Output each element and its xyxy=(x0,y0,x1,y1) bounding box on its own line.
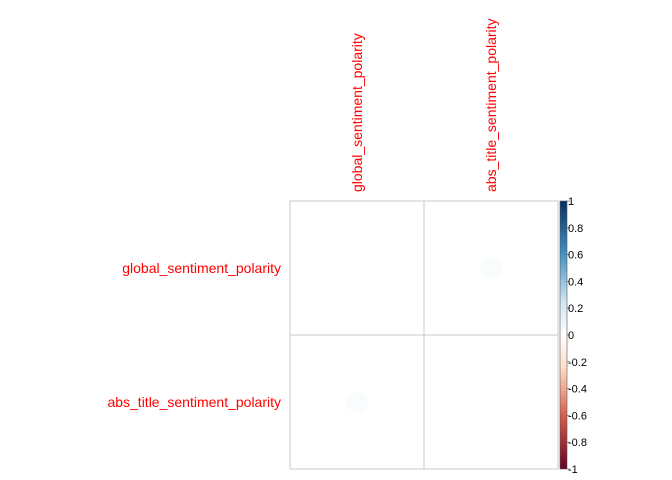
matrix-cell-0-0 xyxy=(289,200,425,336)
colorbar-gradient xyxy=(559,200,568,470)
colorbar-tick-label-5: 0 xyxy=(568,330,574,342)
colorbar-tick-label-0: 1 xyxy=(568,196,574,208)
colorbar-tick-label-4: 0.2 xyxy=(568,303,583,315)
colorbar-tick-label-3: 0.4 xyxy=(568,276,583,288)
correlation-circle-1-0 xyxy=(345,390,369,414)
correlation-circles xyxy=(345,256,503,414)
column-label-1: abs_title_sentiment_polarity xyxy=(483,18,499,192)
column-label-0: global_sentiment_polarity xyxy=(349,33,365,192)
correlation-circle-0-1 xyxy=(479,256,503,280)
colorbar: 1 0.8 0.6 0.4 0.2 0 -0.2 -0.4 -0.6 -0.8 -1 xyxy=(559,196,587,476)
colorbar-tick-label-7: -0.4 xyxy=(568,384,587,396)
colorbar-tick-label-1: 0.8 xyxy=(568,223,583,235)
colorbar-tick-label-9: -0.8 xyxy=(568,437,587,449)
correlation-cells xyxy=(289,200,559,470)
colorbar-tick-label-10: -1 xyxy=(568,464,578,476)
colorbar-tick-label-2: 0.6 xyxy=(568,250,583,262)
row-labels: global_sentiment_polarity abs_title_senti… xyxy=(107,260,281,410)
column-labels: global_sentiment_polarity abs_title_senti… xyxy=(349,18,499,192)
row-label-1: abs_title_sentiment_polarity xyxy=(107,394,281,410)
colorbar-tick-label-6: -0.2 xyxy=(568,357,587,369)
matrix-cell-1-1 xyxy=(423,334,559,470)
row-label-0: global_sentiment_polarity xyxy=(122,260,281,276)
colorbar-tick-label-8: -0.6 xyxy=(568,410,587,422)
